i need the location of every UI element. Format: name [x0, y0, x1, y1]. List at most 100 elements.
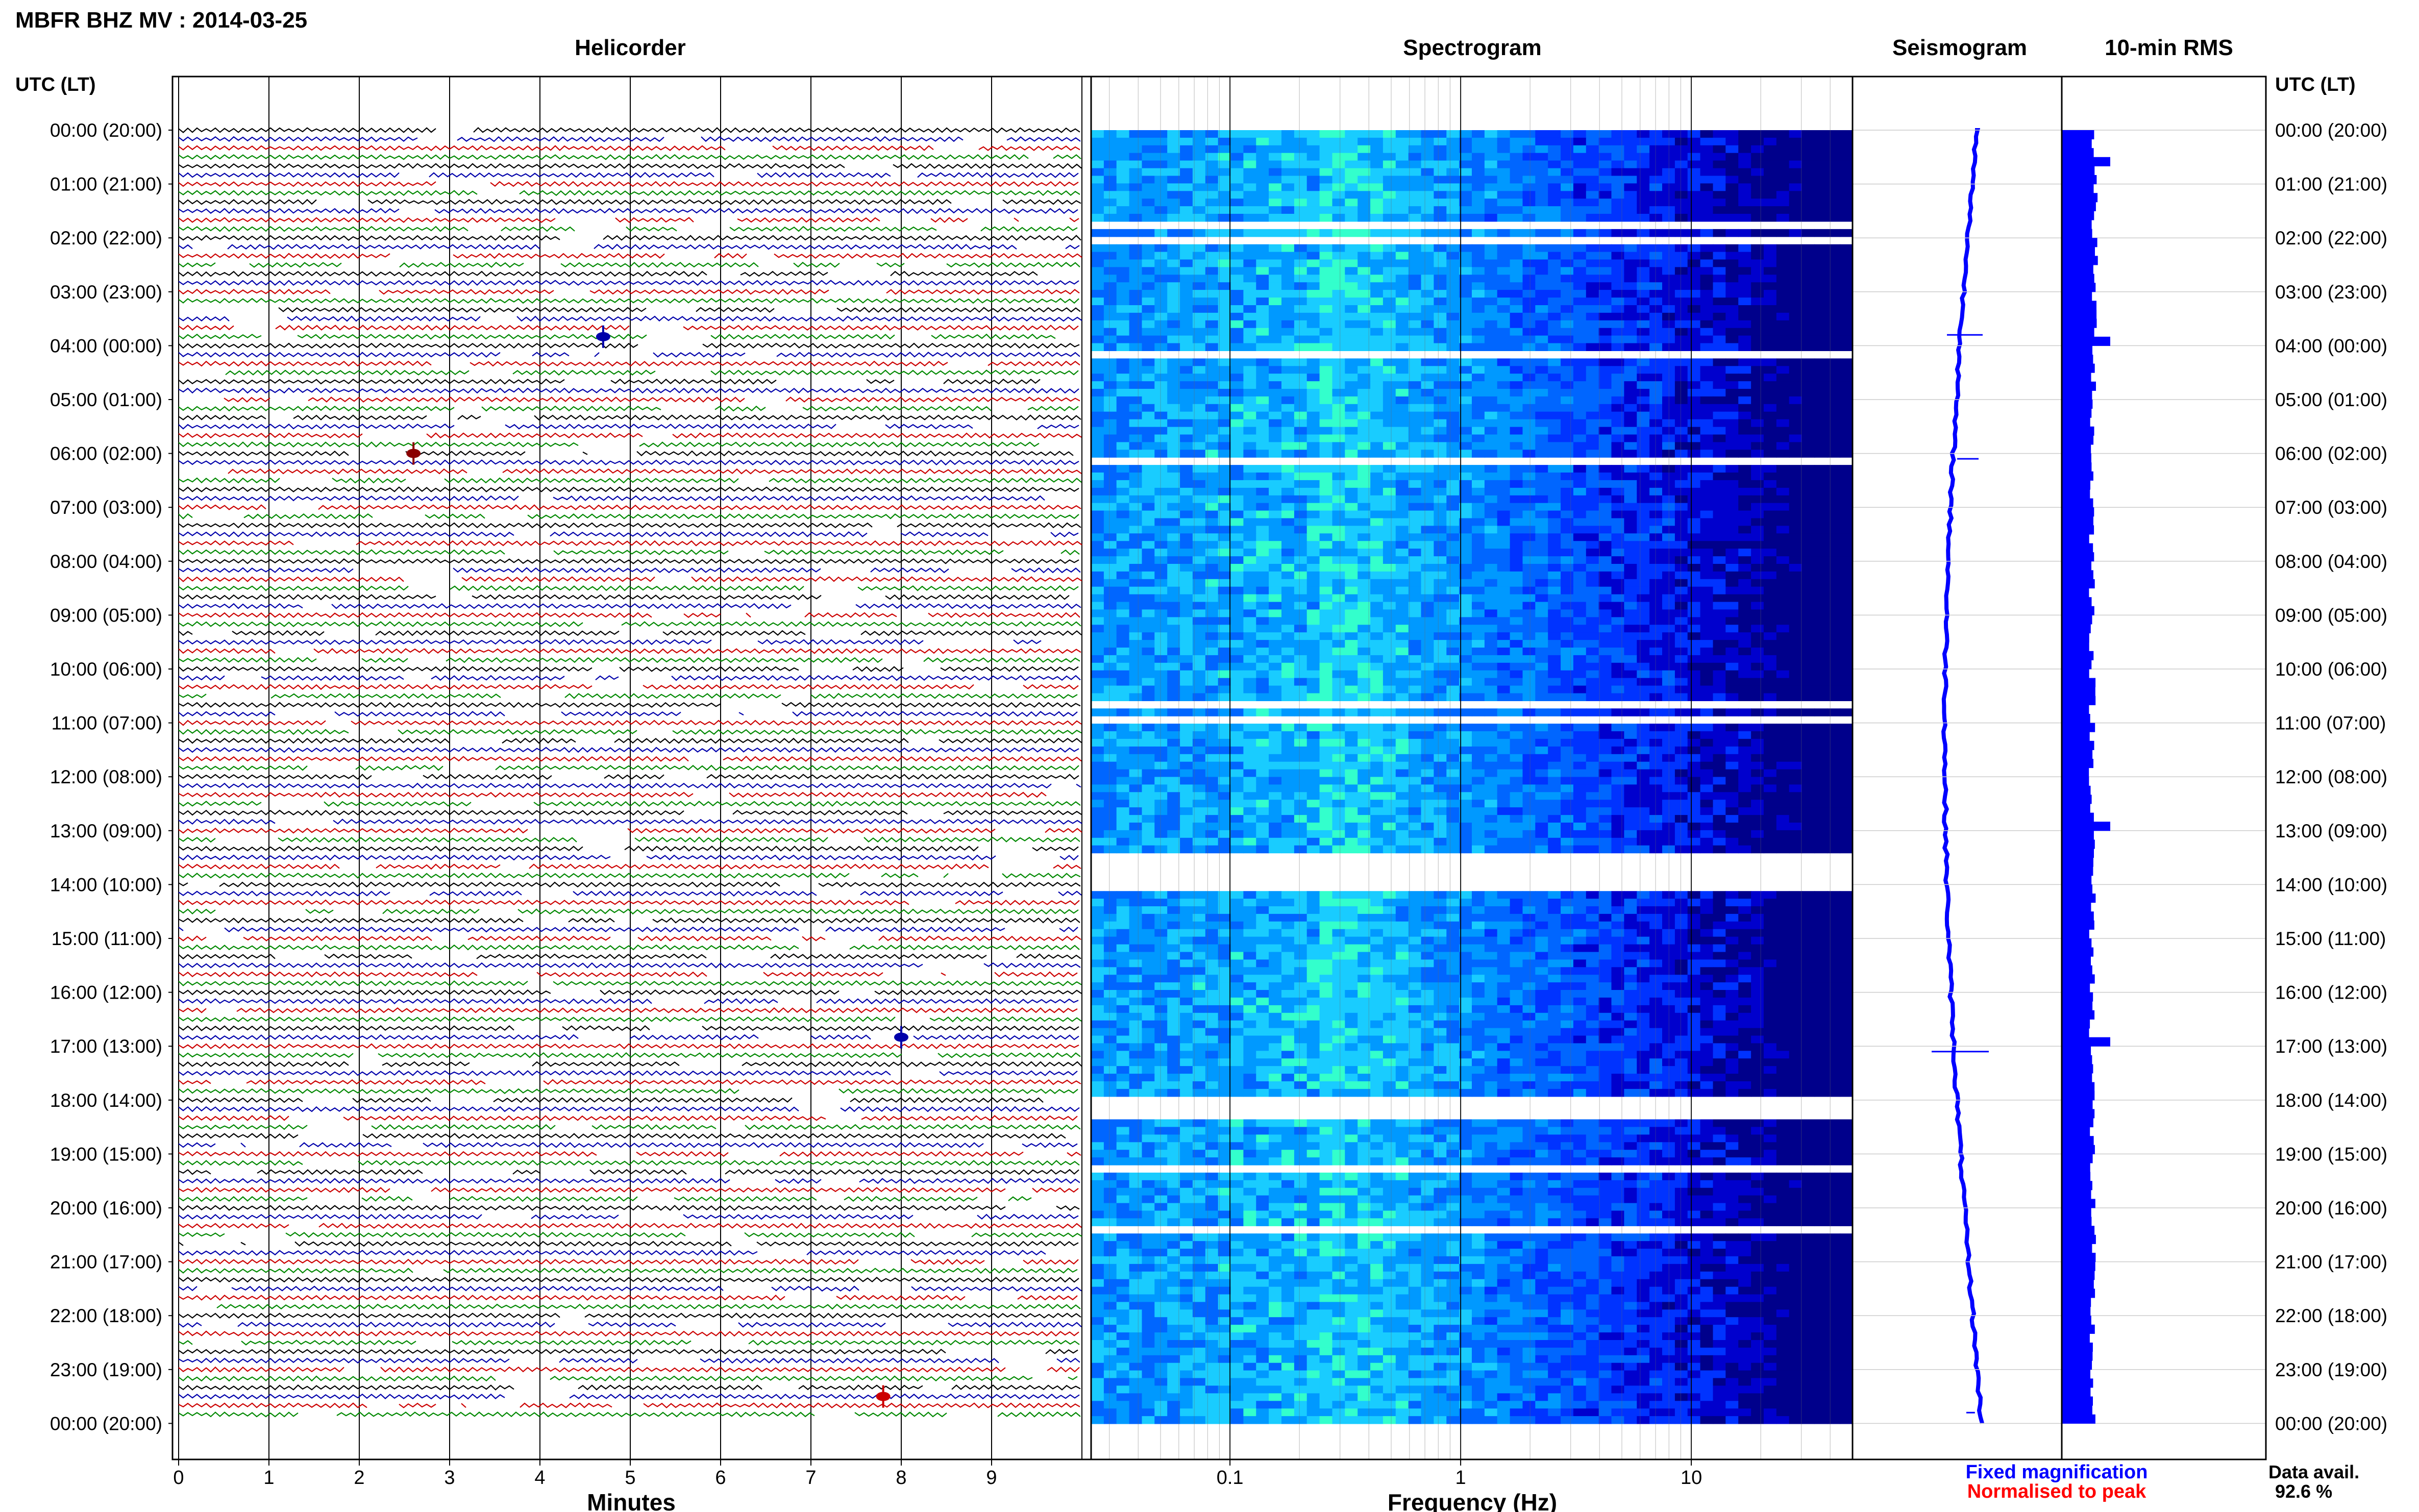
spectrogram-cell	[1827, 259, 1840, 267]
spectrogram-cell	[1129, 655, 1143, 663]
spectrogram-cell	[1598, 640, 1612, 648]
spectrogram-cell	[1510, 335, 1523, 344]
spectrogram-cell	[1814, 609, 1828, 617]
spectrogram-cell	[1167, 206, 1180, 214]
spectrogram-cell	[1205, 609, 1219, 617]
spectrogram-cell	[1421, 480, 1435, 488]
spectrogram-cell	[1561, 602, 1574, 610]
spectrogram-cell	[1548, 549, 1561, 557]
spectrogram-cell	[1230, 556, 1244, 564]
spectrogram-cell	[1103, 145, 1117, 154]
spectrogram-cell	[1548, 450, 1561, 458]
utc-header-right: UTC (LT)	[2275, 74, 2356, 95]
spectrogram-cell	[1776, 358, 1790, 366]
spectrogram-cell	[1484, 533, 1498, 541]
spectrogram-cell	[1586, 145, 1599, 154]
spectrogram-cell	[1383, 556, 1396, 564]
spectrogram-cell	[1116, 229, 1130, 237]
spectrogram-cell	[1306, 335, 1320, 344]
spectrogram-cell	[1294, 244, 1307, 253]
spectrogram-cell	[1205, 556, 1219, 564]
spectrogram-cell	[1319, 411, 1333, 420]
spectrogram-cell	[1142, 411, 1155, 420]
spectrogram-cell	[1840, 564, 1853, 572]
spectrogram-cell	[1243, 130, 1257, 138]
spectrogram-cell	[1484, 777, 1498, 785]
spectrogram-cell	[1472, 738, 1485, 747]
spectrogram-cell	[1611, 450, 1625, 458]
spectrogram-cell	[1776, 153, 1790, 161]
spectrogram-cell	[1687, 625, 1701, 633]
spectrogram-cell	[1345, 176, 1358, 184]
spectrogram-cell	[1434, 800, 1447, 808]
spectrogram-cell	[1319, 396, 1333, 405]
spectrogram-cell	[1243, 625, 1257, 633]
spectrogram-cell	[1230, 769, 1244, 778]
spectrogram-cell	[1370, 731, 1384, 739]
spectrogram-cell	[1256, 153, 1269, 161]
spectrogram-cell	[1814, 343, 1828, 351]
spectrogram-cell	[1801, 305, 1815, 313]
spectrogram-cell	[1230, 617, 1244, 625]
spectrogram-cell	[1662, 724, 1675, 732]
spectrogram-cell	[1421, 533, 1435, 541]
spectrogram-cell	[1256, 411, 1269, 420]
spectrogram-cell	[1687, 602, 1701, 610]
spectrogram-cell	[1484, 769, 1498, 778]
spectrogram-cell	[1129, 724, 1143, 732]
spectrogram-cell	[1662, 214, 1675, 222]
spectrogram-cell	[1269, 648, 1282, 656]
spectrogram-cell	[1586, 640, 1599, 648]
spectrogram-cell	[1116, 678, 1130, 686]
spectrogram-cell	[1408, 693, 1422, 701]
spectrogram-cell	[1408, 343, 1422, 351]
spectrogram-cell	[1154, 473, 1168, 481]
spectrogram-cell	[1357, 298, 1371, 306]
spectrogram-cell	[1345, 693, 1358, 701]
spectrogram-cell	[1205, 487, 1219, 496]
spectrogram-cell	[1687, 145, 1701, 154]
spectrogram-cell	[1180, 678, 1193, 686]
spectrogram-cell	[1801, 761, 1815, 770]
spectrogram-cell	[1522, 731, 1536, 739]
spectrogram-cell	[1269, 312, 1282, 321]
spectrogram-cell	[1751, 366, 1764, 374]
spectrogram-cell	[1230, 594, 1244, 603]
spectrogram-cell	[1256, 206, 1269, 214]
spectrogram-cell	[1561, 298, 1574, 306]
spectrogram-cell	[1751, 282, 1764, 290]
spectrogram-cell	[1129, 533, 1143, 541]
spectrogram-cell	[1548, 419, 1561, 428]
spectrogram-cell	[1573, 503, 1587, 511]
spectrogram-cell	[1294, 282, 1307, 290]
spectrogram-cell	[1497, 450, 1511, 458]
spectrogram-cell	[1827, 214, 1840, 222]
spectrogram-cell	[1421, 404, 1435, 412]
spectrogram-cell	[1713, 206, 1726, 214]
spectrogram-cell	[1814, 442, 1828, 450]
spectrogram-cell	[1649, 229, 1663, 237]
spectrogram-cell	[1713, 510, 1726, 519]
spectrogram-cell	[1434, 335, 1447, 344]
spectrogram-cell	[1649, 176, 1663, 184]
spectrogram-cell	[1383, 320, 1396, 329]
spectrogram-cell	[1142, 214, 1155, 222]
spectrogram-cell	[1840, 434, 1853, 442]
spectrogram-cell	[1801, 586, 1815, 595]
spectrogram-cell	[1116, 495, 1130, 504]
spectrogram-cell	[1345, 191, 1358, 199]
spectrogram-cell	[1776, 800, 1790, 808]
spectrogram-cell	[1801, 609, 1815, 617]
spectrogram-cell	[1205, 244, 1219, 253]
spectrogram-cell	[1801, 343, 1815, 351]
spectrogram-cell	[1522, 183, 1536, 191]
spectrogram-cell	[1649, 602, 1663, 610]
spectrogram-cell	[1091, 275, 1104, 283]
spectrogram-cell	[1814, 777, 1828, 785]
spectrogram-cell	[1218, 487, 1231, 496]
spectrogram-cell	[1142, 769, 1155, 778]
spectrogram-cell	[1548, 191, 1561, 199]
spectrogram-cell	[1154, 176, 1168, 184]
spectrogram-cell	[1395, 495, 1409, 504]
spectrogram-cell	[1218, 335, 1231, 344]
